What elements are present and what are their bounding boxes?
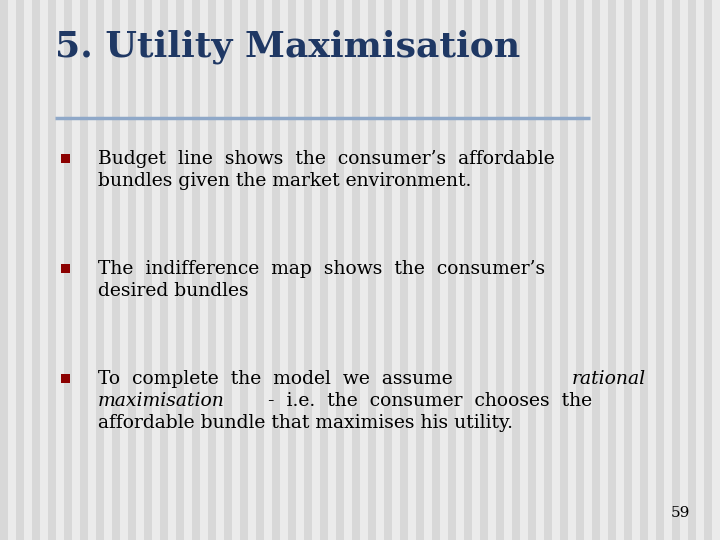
Bar: [272, 0, 280, 540]
Bar: [464, 0, 472, 540]
Bar: [448, 0, 456, 540]
Bar: [96, 0, 104, 540]
Bar: [16, 0, 24, 540]
Text: 59: 59: [670, 506, 690, 520]
Bar: [176, 0, 184, 540]
Text: maximisation: maximisation: [98, 392, 225, 410]
Bar: [352, 0, 360, 540]
Bar: [320, 0, 328, 540]
Text: rational: rational: [571, 370, 645, 388]
Bar: [608, 0, 616, 540]
Bar: [672, 0, 680, 540]
Bar: [560, 0, 568, 540]
Bar: [256, 0, 264, 540]
Bar: [208, 0, 216, 540]
Bar: [688, 0, 696, 540]
Text: Budget  line  shows  the  consumer’s  affordable: Budget line shows the consumer’s afforda…: [98, 150, 554, 168]
Text: To  complete  the  model  we  assume: To complete the model we assume: [98, 370, 464, 388]
Bar: [48, 0, 56, 540]
Bar: [288, 0, 296, 540]
Bar: [624, 0, 632, 540]
Bar: [544, 0, 552, 540]
Text: -  i.e.  the  consumer  chooses  the: - i.e. the consumer chooses the: [261, 392, 592, 410]
Bar: [192, 0, 200, 540]
Text: affordable bundle that maximises his utility.: affordable bundle that maximises his uti…: [98, 414, 513, 432]
Text: 5. Utility Maximisation: 5. Utility Maximisation: [55, 30, 521, 64]
Bar: [144, 0, 152, 540]
Bar: [576, 0, 584, 540]
Bar: [128, 0, 136, 540]
Text: bundles given the market environment.: bundles given the market environment.: [98, 172, 472, 190]
Bar: [592, 0, 600, 540]
Bar: [496, 0, 504, 540]
Bar: [304, 0, 312, 540]
Text: The  indifference  map  shows  the  consumer’s: The indifference map shows the consumer’…: [98, 260, 545, 278]
Bar: [240, 0, 248, 540]
Bar: [0, 0, 8, 540]
Bar: [64, 0, 72, 540]
Bar: [80, 0, 88, 540]
Bar: [160, 0, 168, 540]
Bar: [512, 0, 520, 540]
Bar: [368, 0, 376, 540]
Bar: [336, 0, 344, 540]
Bar: [384, 0, 392, 540]
Bar: [32, 0, 40, 540]
Bar: [60, 153, 70, 163]
Bar: [432, 0, 440, 540]
Bar: [60, 264, 70, 273]
Bar: [224, 0, 232, 540]
Text: desired bundles: desired bundles: [98, 282, 248, 300]
Bar: [528, 0, 536, 540]
Bar: [704, 0, 712, 540]
Bar: [640, 0, 648, 540]
Bar: [480, 0, 488, 540]
Bar: [400, 0, 408, 540]
Bar: [656, 0, 664, 540]
Bar: [60, 374, 70, 382]
Bar: [416, 0, 424, 540]
Bar: [112, 0, 120, 540]
